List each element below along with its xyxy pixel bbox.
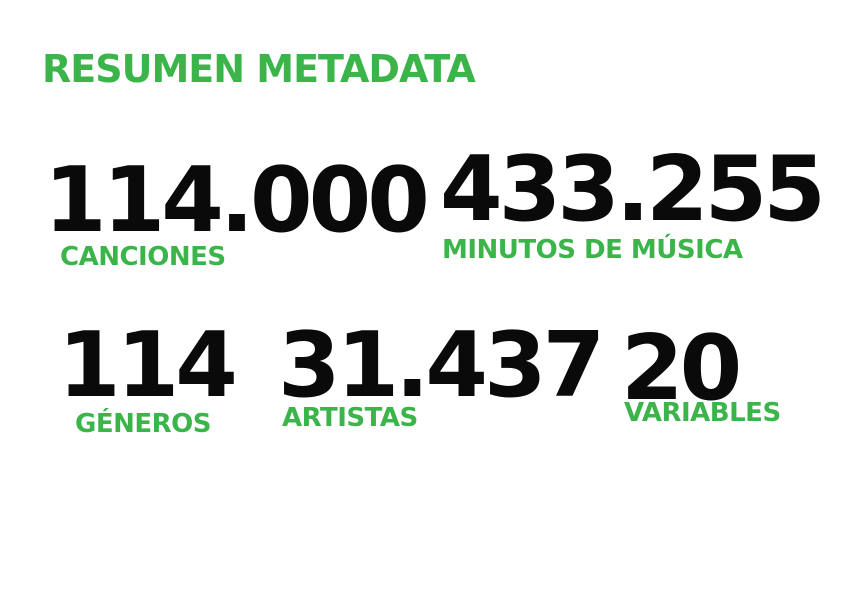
stat-label-canciones: CANCIONES bbox=[60, 242, 226, 272]
stat-value-canciones: 114.000 bbox=[44, 148, 430, 253]
stat-value-minutos: 433.255 bbox=[440, 137, 826, 242]
stat-canciones: 114.000 CANCIONES bbox=[44, 148, 430, 272]
stat-value-generos: 114 bbox=[58, 313, 238, 418]
stat-minutos: 433.255 MINUTOS DE MÚSICA bbox=[440, 137, 826, 265]
page-title: RESUMEN METADATA bbox=[42, 47, 476, 91]
stat-variables: 20 VARIABLES bbox=[621, 316, 781, 428]
stat-value-variables: 20 bbox=[621, 316, 742, 421]
stat-label-variables: VARIABLES bbox=[624, 398, 781, 428]
stat-artistas: 31.437 ARTISTAS bbox=[278, 313, 605, 433]
stat-value-artistas: 31.437 bbox=[278, 313, 605, 418]
stat-generos: 114 GÉNEROS bbox=[58, 313, 238, 439]
stat-label-minutos: MINUTOS DE MÚSICA bbox=[442, 235, 743, 265]
stat-label-artistas: ARTISTAS bbox=[282, 403, 418, 433]
stat-label-generos: GÉNEROS bbox=[75, 409, 211, 439]
